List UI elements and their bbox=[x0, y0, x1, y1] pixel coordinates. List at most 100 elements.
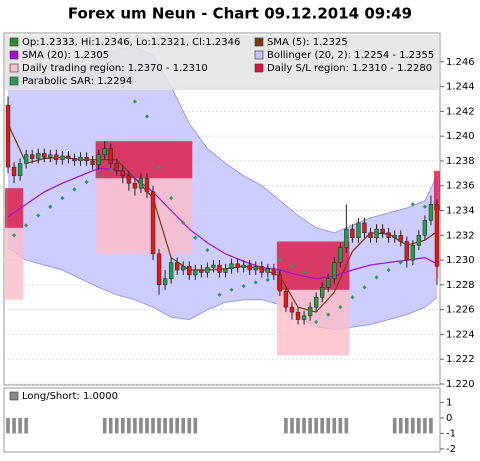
sar-dot bbox=[338, 305, 343, 310]
candle-body bbox=[259, 266, 264, 273]
sar-dot bbox=[96, 173, 101, 178]
bar bbox=[332, 417, 337, 434]
main-plot: 1.220 1.222 1.224 1.226 1.228 1.230 1.232 1.234… bbox=[4, 35, 475, 390]
sar-dot bbox=[229, 287, 234, 292]
candle-body bbox=[223, 268, 228, 273]
sar-dot bbox=[277, 257, 283, 263]
sar-dot bbox=[60, 195, 65, 201]
candle-body bbox=[175, 262, 180, 271]
y-tick-label: 1 bbox=[446, 397, 452, 408]
sar-dot bbox=[156, 165, 162, 170]
candle-body bbox=[332, 262, 337, 279]
candle-body bbox=[102, 148, 107, 155]
candle-body bbox=[5, 104, 11, 168]
sar-dot bbox=[410, 202, 415, 207]
bar bbox=[127, 417, 131, 434]
candle-body bbox=[253, 266, 258, 271]
bar bbox=[417, 417, 421, 434]
candle-body bbox=[229, 263, 234, 269]
sar-dot bbox=[169, 195, 174, 201]
sar-dot bbox=[144, 114, 150, 119]
lower-plot: 1 0 -1 -2 Long/Short: 1.0000 bbox=[6, 391, 456, 455]
bar bbox=[284, 417, 288, 434]
legend-swatch bbox=[254, 37, 264, 47]
sma-line bbox=[7, 167, 438, 280]
y-tick-label: 1.226 bbox=[446, 305, 475, 316]
sar-dot bbox=[205, 248, 210, 253]
y-tick-label: 1.236 bbox=[446, 181, 475, 192]
candle-body bbox=[338, 247, 343, 263]
legend-label: Op:1.2333, Hi:1.2346, Lo:1.2321, Cl:1.23… bbox=[22, 37, 240, 48]
candle-body bbox=[30, 154, 35, 159]
bar bbox=[6, 417, 10, 434]
sar-dot bbox=[362, 285, 367, 290]
bar bbox=[398, 417, 403, 434]
sar-dot bbox=[253, 280, 258, 285]
candle-body bbox=[72, 158, 77, 162]
bar bbox=[296, 417, 300, 434]
candle-body bbox=[96, 154, 101, 165]
sar-dot bbox=[181, 220, 186, 226]
region bbox=[5, 227, 24, 300]
candle-body bbox=[66, 155, 71, 159]
sar-dot bbox=[36, 213, 41, 218]
candle-body bbox=[422, 220, 428, 236]
sar-dot bbox=[301, 270, 307, 275]
bar bbox=[175, 417, 179, 434]
y-tick-label: 1.230 bbox=[446, 255, 475, 266]
candle-body bbox=[36, 153, 41, 159]
legend-label: Bollinger (20, 2): 1.2254 - 1.2355 bbox=[267, 50, 434, 61]
y-tick-label: 1.224 bbox=[446, 329, 475, 340]
legend-label: SMA (5): 1.2325 bbox=[267, 37, 348, 48]
y-tick-label: 1.246 bbox=[446, 57, 475, 68]
legend-label: SMA (20): 1.2305 bbox=[22, 50, 109, 61]
y-tick-label: 1.228 bbox=[446, 280, 475, 291]
candle-body bbox=[126, 175, 132, 184]
candle-body bbox=[241, 264, 246, 268]
legend-background bbox=[5, 35, 439, 90]
candle-body bbox=[84, 156, 89, 162]
sar-dot bbox=[193, 235, 198, 240]
candle-body bbox=[162, 278, 168, 286]
candle-body bbox=[114, 163, 119, 172]
candle-body bbox=[205, 267, 210, 273]
chart-title: Forex um Neun - Chart 09.12.2014 09:49 bbox=[68, 5, 412, 23]
candle-body bbox=[326, 278, 331, 288]
y-tick-label: 0 bbox=[446, 413, 452, 424]
candle-body bbox=[356, 222, 361, 239]
legend-swatch bbox=[254, 50, 264, 60]
candle-body bbox=[386, 232, 391, 239]
candle-body bbox=[320, 287, 325, 298]
lower-panel bbox=[3, 387, 441, 453]
candle-body bbox=[368, 232, 373, 239]
bar bbox=[145, 417, 149, 434]
candle-body bbox=[313, 297, 319, 308]
bar bbox=[114, 417, 119, 434]
candle-body bbox=[108, 148, 113, 164]
y-tick-label: 1.222 bbox=[446, 354, 475, 365]
candle-body bbox=[362, 222, 367, 234]
y-tick-label: -1 bbox=[446, 428, 456, 439]
region bbox=[95, 178, 193, 254]
candle-body bbox=[211, 264, 216, 268]
sar-dot bbox=[374, 275, 379, 280]
bar bbox=[121, 417, 125, 434]
bar bbox=[163, 417, 167, 434]
candle-body bbox=[78, 156, 83, 162]
sar-dot bbox=[217, 292, 222, 297]
sar-dot bbox=[289, 264, 295, 269]
candle-body bbox=[283, 290, 289, 308]
candle-body bbox=[11, 166, 17, 177]
sar-dot bbox=[11, 233, 17, 238]
legend-swatch bbox=[254, 63, 264, 73]
candle-body bbox=[217, 264, 222, 273]
region bbox=[5, 188, 24, 228]
candle-body bbox=[54, 154, 59, 160]
sar-dot bbox=[132, 99, 138, 104]
candle-body bbox=[144, 178, 150, 193]
candle-body bbox=[271, 268, 277, 276]
bar bbox=[344, 417, 349, 434]
y-tick-label: 1.220 bbox=[446, 379, 475, 390]
bar bbox=[320, 417, 324, 434]
